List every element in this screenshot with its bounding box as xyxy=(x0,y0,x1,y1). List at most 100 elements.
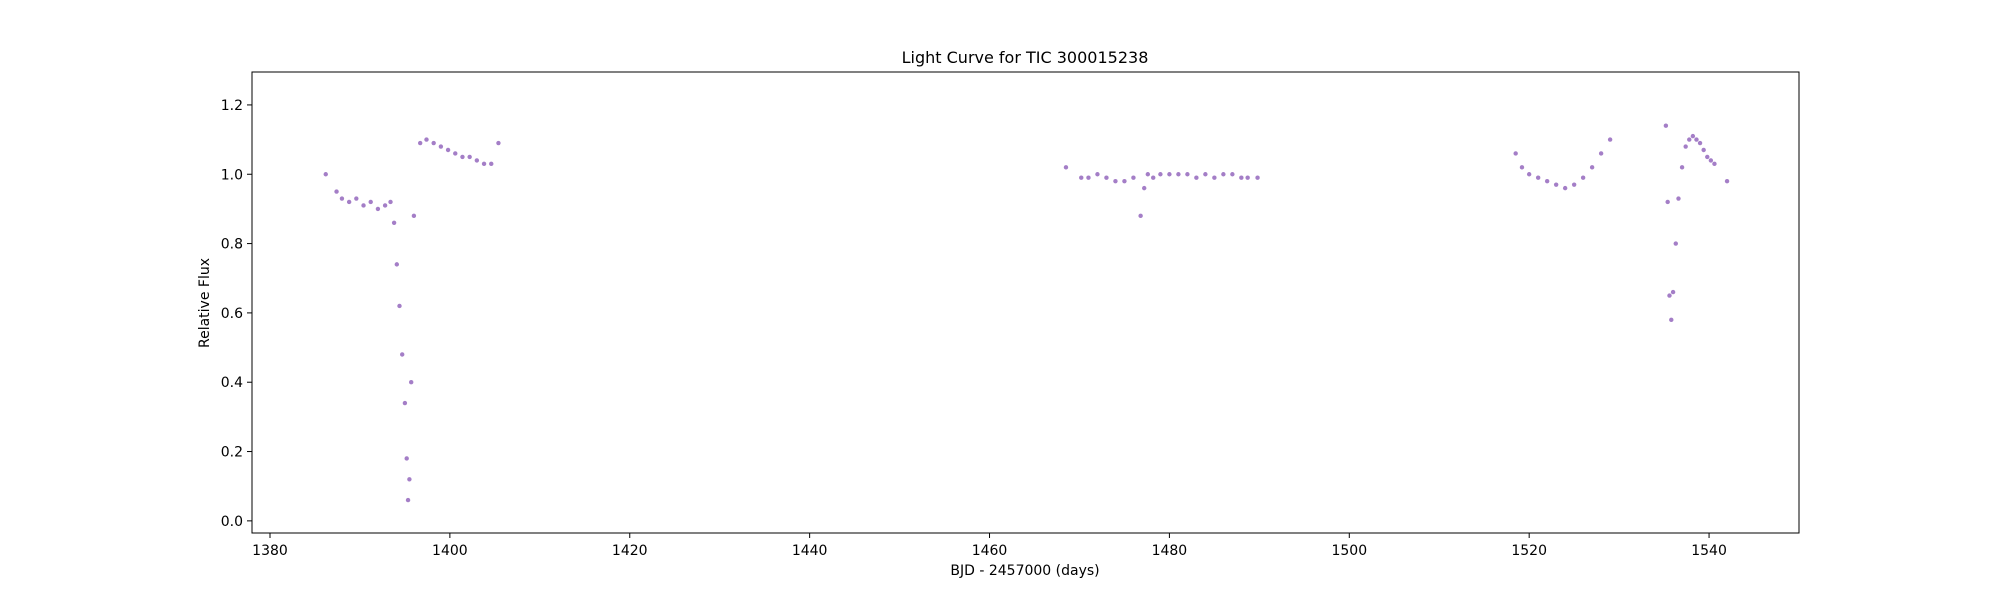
y-tick-label: 0.4 xyxy=(221,375,243,391)
data-point xyxy=(411,213,417,219)
data-point xyxy=(1142,185,1147,191)
data-point xyxy=(1687,137,1692,142)
data-point xyxy=(1245,175,1250,180)
data-point xyxy=(1701,147,1706,153)
x-tick-label: 1460 xyxy=(972,543,1008,559)
x-tick-label: 1500 xyxy=(1331,543,1367,559)
y-tick-label: 0.8 xyxy=(221,237,243,253)
data-point xyxy=(407,477,412,482)
data-point xyxy=(1194,175,1199,180)
y-axis-label: Relative Flux xyxy=(197,258,213,348)
x-tick-label: 1420 xyxy=(612,543,648,559)
data-point xyxy=(1176,172,1181,177)
data-point xyxy=(1138,213,1143,219)
y-tick-label: 0.2 xyxy=(221,445,243,461)
data-point xyxy=(361,203,366,208)
chart-title: Light Curve for TIC 300015238 xyxy=(902,48,1149,67)
data-point xyxy=(354,196,359,201)
data-point xyxy=(1589,165,1595,170)
x-tick-label: 1400 xyxy=(432,543,468,559)
data-point xyxy=(1697,140,1703,146)
data-point xyxy=(1113,178,1118,184)
data-point xyxy=(1151,175,1156,180)
data-point xyxy=(496,140,501,146)
data-point xyxy=(1712,161,1717,167)
data-point xyxy=(1553,182,1559,187)
data-point xyxy=(460,154,465,160)
data-point xyxy=(1673,241,1678,246)
data-point xyxy=(1598,151,1604,156)
data-point xyxy=(388,199,393,205)
data-point xyxy=(1063,165,1069,170)
data-point xyxy=(424,137,429,142)
x-axis-ticks: 1380 1400 1420 1440 1460 1480 1500 1520 1540 xyxy=(252,533,1727,559)
data-point xyxy=(1122,178,1127,184)
data-point xyxy=(1104,175,1109,180)
x-axis-label: BJD - 2457000 (days) xyxy=(950,563,1099,579)
data-point xyxy=(346,199,352,205)
data-point xyxy=(1683,144,1688,149)
x-tick-label: 1540 xyxy=(1691,543,1727,559)
y-tick-label: 0.0 xyxy=(221,514,243,530)
data-point xyxy=(334,189,339,194)
data-point xyxy=(1724,178,1730,184)
data-point xyxy=(409,380,414,385)
x-tick-label: 1480 xyxy=(1152,543,1188,559)
data-point xyxy=(323,172,328,177)
data-point xyxy=(1158,172,1163,177)
data-point xyxy=(1676,196,1681,201)
data-point xyxy=(1669,317,1674,323)
y-tick-label: 0.6 xyxy=(221,306,243,322)
data-point xyxy=(1663,123,1669,128)
data-point xyxy=(474,158,480,163)
data-point xyxy=(1571,182,1577,187)
data-point xyxy=(1562,185,1568,191)
data-point xyxy=(1690,133,1696,139)
data-point xyxy=(1230,172,1235,177)
data-point xyxy=(1185,172,1190,177)
data-point xyxy=(1670,289,1676,295)
data-point xyxy=(1203,172,1208,177)
data-point xyxy=(1255,175,1260,180)
data-point xyxy=(391,220,397,225)
data-point xyxy=(1239,175,1244,180)
data-point xyxy=(1079,175,1084,180)
data-point xyxy=(1095,172,1100,177)
data-point xyxy=(404,456,409,461)
x-tick-label: 1380 xyxy=(252,543,288,559)
plot-frame xyxy=(251,71,1800,534)
data-point xyxy=(402,400,408,406)
data-point xyxy=(400,352,405,357)
scatter-points xyxy=(323,123,1730,503)
data-point xyxy=(1131,175,1136,180)
data-point xyxy=(417,140,423,146)
data-point xyxy=(1212,175,1217,180)
data-point xyxy=(1145,172,1151,177)
data-point xyxy=(382,203,388,208)
data-point xyxy=(368,199,373,205)
x-tick-label: 1440 xyxy=(792,543,828,559)
data-point xyxy=(1679,165,1685,170)
data-point xyxy=(1708,158,1714,163)
data-point xyxy=(339,196,345,201)
y-tick-label: 1.0 xyxy=(221,167,243,183)
data-point xyxy=(445,147,451,153)
data-point xyxy=(1221,172,1226,177)
data-point xyxy=(1526,172,1532,177)
data-point xyxy=(489,161,494,167)
data-point xyxy=(397,303,402,309)
data-point xyxy=(1665,199,1670,205)
data-point xyxy=(1086,175,1091,180)
data-point xyxy=(1705,154,1710,160)
data-point xyxy=(1694,137,1699,142)
data-point xyxy=(453,151,458,156)
y-axis-ticks: 0.0 0.2 0.4 0.6 0.8 1.0 1.2 xyxy=(221,98,252,530)
data-point xyxy=(405,497,411,503)
data-point xyxy=(1513,151,1518,156)
y-tick-label: 1.2 xyxy=(221,98,243,114)
data-point xyxy=(394,262,400,267)
data-point xyxy=(1607,137,1613,142)
data-point xyxy=(1519,165,1525,170)
data-point xyxy=(467,154,472,160)
